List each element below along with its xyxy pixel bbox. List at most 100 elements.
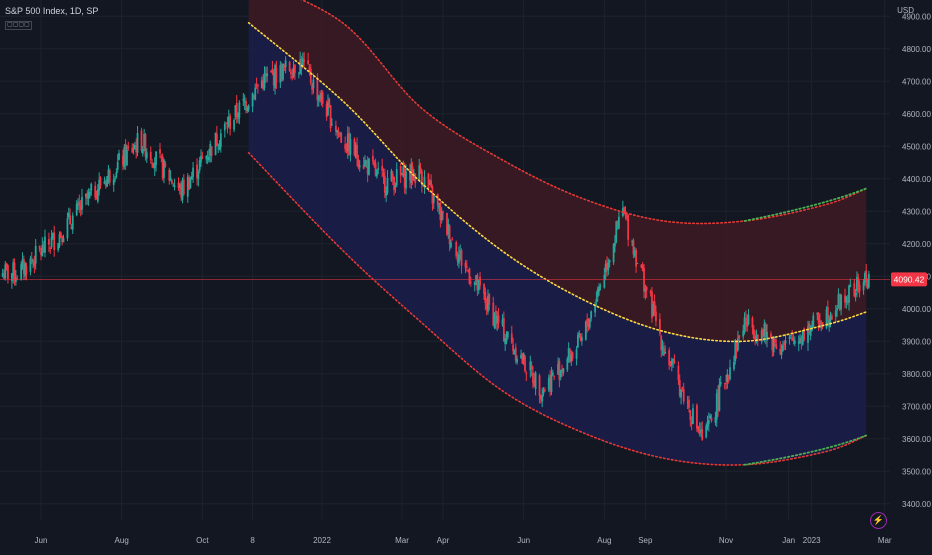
candle-body <box>375 169 378 177</box>
candle-body <box>644 289 647 292</box>
candle-body <box>826 306 829 324</box>
lightning-icon[interactable]: ⚡ <box>870 512 887 529</box>
candle-body <box>774 339 776 343</box>
candle-body <box>299 59 302 74</box>
candle-body <box>385 190 388 196</box>
candle-body <box>210 146 213 157</box>
candle-body <box>590 311 593 319</box>
candle-body <box>11 273 13 282</box>
candle-body <box>51 232 54 240</box>
candle-body <box>863 273 866 283</box>
candle-body <box>686 402 689 403</box>
candle-body <box>87 191 90 199</box>
candle-body <box>66 218 69 239</box>
candle-body <box>86 193 89 199</box>
candle-body <box>311 85 313 90</box>
candle-body <box>300 59 303 69</box>
indicator-tag[interactable]: ▢▢▢▢ <box>5 21 32 30</box>
candle-body <box>525 373 528 375</box>
candle-body <box>422 185 425 187</box>
candle-body <box>742 330 745 337</box>
y-tick-label: 4000.00 <box>902 305 931 314</box>
candle-body <box>475 275 477 282</box>
candle-body <box>510 333 513 343</box>
candle-body <box>645 287 648 291</box>
candle-body <box>152 163 155 168</box>
candle-body <box>98 179 101 191</box>
candle-body <box>411 166 414 181</box>
candle-body <box>327 101 329 116</box>
x-tick-label: Apr <box>437 536 450 545</box>
candle-body <box>599 285 602 287</box>
candle-body <box>867 273 870 288</box>
candle-body <box>270 70 272 73</box>
candle-body <box>801 330 804 345</box>
candle-body <box>662 348 665 356</box>
candle-body <box>40 251 42 255</box>
candle-body <box>316 77 319 101</box>
candle-body <box>192 167 194 177</box>
candle-body <box>104 181 107 186</box>
candle-body <box>254 87 257 100</box>
candle-body <box>828 319 831 327</box>
candle-body <box>337 131 340 133</box>
candle-body <box>450 242 452 248</box>
candle-body <box>534 372 537 390</box>
candle-body <box>830 315 833 320</box>
candle-body <box>783 343 786 346</box>
candle-body <box>96 189 99 202</box>
candle-body <box>78 202 81 206</box>
candle-body <box>506 332 509 338</box>
candle-body <box>789 335 792 336</box>
candle-body <box>312 79 315 88</box>
candle-body <box>344 144 347 150</box>
candle-body <box>29 258 32 272</box>
candle-body <box>493 313 496 329</box>
candle-body <box>618 216 620 229</box>
candle-body <box>25 266 28 275</box>
candle-body <box>357 159 360 168</box>
x-tick-label: Jun <box>35 536 48 545</box>
candle-body <box>829 317 832 321</box>
candle-body <box>201 156 204 159</box>
candle-body <box>297 72 300 74</box>
candle-body <box>780 350 783 356</box>
candle-body <box>856 276 858 291</box>
candle-body <box>632 240 635 255</box>
candle-body <box>562 368 565 373</box>
candle-body <box>584 321 587 340</box>
candle-body <box>487 295 489 312</box>
candle-body <box>401 173 403 176</box>
candle-body <box>543 389 546 392</box>
middle-channel-line <box>247 21 867 343</box>
candle-body <box>651 291 653 318</box>
candle-body <box>262 79 265 90</box>
candle-body <box>114 178 116 180</box>
candle-body <box>226 122 229 129</box>
candle-body <box>608 260 611 263</box>
candle-body <box>215 133 218 147</box>
candle-body <box>144 134 147 157</box>
candle-body <box>348 132 351 156</box>
candle-body <box>587 323 590 328</box>
candle-body <box>62 238 65 243</box>
candle-body <box>319 94 321 102</box>
candle-body <box>79 205 82 210</box>
candle-body <box>616 220 619 226</box>
candle-body <box>696 405 698 429</box>
candle-body <box>743 317 746 333</box>
candle-body <box>800 339 803 342</box>
candle-body <box>246 107 249 112</box>
candle-body <box>643 268 645 292</box>
candle-body <box>821 322 824 328</box>
symbol-title[interactable]: S&P 500 Index, 1D, SP <box>5 6 99 16</box>
candle-body <box>690 420 693 425</box>
candle-body <box>395 169 398 186</box>
candle-body <box>598 286 600 292</box>
candle-body <box>33 262 36 267</box>
candle-body <box>524 356 526 372</box>
candle-body <box>838 293 841 310</box>
candle-body <box>788 337 791 339</box>
